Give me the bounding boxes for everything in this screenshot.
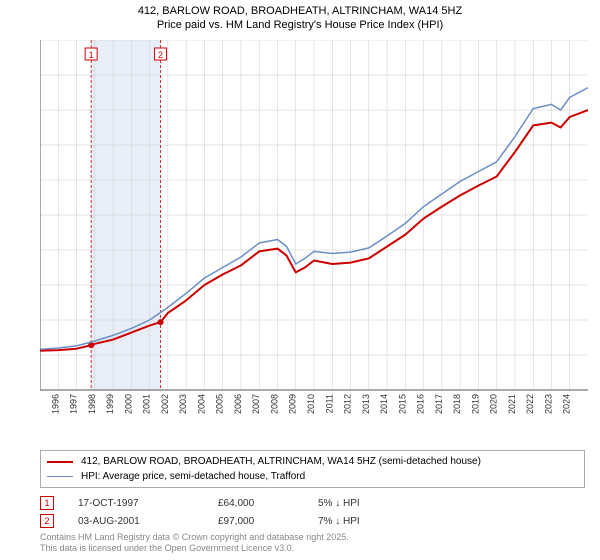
svg-text:2023: 2023: [543, 394, 553, 414]
legend-label: HPI: Average price, semi-detached house,…: [81, 471, 305, 482]
svg-text:2021: 2021: [507, 394, 517, 414]
footer-line-2: This data is licensed under the Open Gov…: [40, 543, 349, 554]
marker-badge: 2: [40, 514, 54, 528]
svg-text:2016: 2016: [416, 394, 426, 414]
svg-text:2001: 2001: [142, 394, 152, 414]
svg-text:2009: 2009: [288, 394, 298, 414]
chart-container: 412, BARLOW ROAD, BROADHEATH, ALTRINCHAM…: [0, 0, 600, 560]
svg-text:2006: 2006: [233, 394, 243, 414]
chart-plot: £0£50K£100K£150K£200K£250K£300K£350K£400…: [40, 40, 588, 418]
svg-text:2013: 2013: [361, 394, 371, 414]
svg-text:2004: 2004: [196, 394, 206, 414]
chart-svg: £0£50K£100K£150K£200K£250K£300K£350K£400…: [40, 40, 588, 418]
marker-badge: 1: [40, 496, 54, 510]
svg-text:1: 1: [89, 50, 94, 60]
legend-swatch: [47, 476, 73, 478]
footer-line-1: Contains HM Land Registry data © Crown c…: [40, 532, 349, 543]
svg-text:2000: 2000: [123, 394, 133, 414]
svg-text:2: 2: [158, 50, 163, 60]
svg-text:1999: 1999: [105, 394, 115, 414]
svg-text:2008: 2008: [269, 394, 279, 414]
legend-item: 412, BARLOW ROAD, BROADHEATH, ALTRINCHAM…: [47, 454, 578, 469]
legend-label: 412, BARLOW ROAD, BROADHEATH, ALTRINCHAM…: [81, 456, 481, 467]
marker-price: £64,000: [218, 498, 318, 509]
svg-text:2003: 2003: [178, 394, 188, 414]
svg-text:2017: 2017: [434, 394, 444, 414]
svg-text:2007: 2007: [251, 394, 261, 414]
svg-text:2012: 2012: [343, 394, 353, 414]
svg-text:2005: 2005: [215, 394, 225, 414]
svg-text:1997: 1997: [69, 394, 79, 414]
svg-text:1995: 1995: [40, 394, 42, 414]
svg-text:2011: 2011: [324, 394, 334, 413]
marker-price: £97,000: [218, 516, 318, 527]
svg-text:2010: 2010: [306, 394, 316, 414]
svg-text:2022: 2022: [525, 394, 535, 414]
marker-delta: 5% ↓ HPI: [318, 498, 418, 509]
svg-text:2019: 2019: [470, 394, 480, 414]
marker-row: 2 03-AUG-2001 £97,000 7% ↓ HPI: [40, 512, 418, 530]
legend-item: HPI: Average price, semi-detached house,…: [47, 469, 578, 484]
marker-row: 1 17-OCT-1997 £64,000 5% ↓ HPI: [40, 494, 418, 512]
chart-title: 412, BARLOW ROAD, BROADHEATH, ALTRINCHAM…: [0, 0, 600, 33]
title-line-2: Price paid vs. HM Land Registry's House …: [0, 18, 600, 32]
legend: 412, BARLOW ROAD, BROADHEATH, ALTRINCHAM…: [40, 450, 585, 488]
marker-table: 1 17-OCT-1997 £64,000 5% ↓ HPI 2 03-AUG-…: [40, 494, 418, 530]
title-line-1: 412, BARLOW ROAD, BROADHEATH, ALTRINCHAM…: [0, 4, 600, 18]
svg-text:2015: 2015: [397, 394, 407, 414]
legend-swatch: [47, 461, 73, 463]
svg-text:1996: 1996: [50, 394, 60, 414]
marker-delta: 7% ↓ HPI: [318, 516, 418, 527]
svg-text:1998: 1998: [87, 394, 97, 414]
marker-date: 17-OCT-1997: [78, 498, 218, 509]
marker-date: 03-AUG-2001: [78, 516, 218, 527]
svg-text:2024: 2024: [562, 394, 572, 414]
svg-text:2018: 2018: [452, 394, 462, 414]
svg-text:2020: 2020: [489, 394, 499, 414]
svg-text:2014: 2014: [379, 394, 389, 414]
svg-text:2002: 2002: [160, 394, 170, 414]
footer-attribution: Contains HM Land Registry data © Crown c…: [40, 532, 349, 554]
